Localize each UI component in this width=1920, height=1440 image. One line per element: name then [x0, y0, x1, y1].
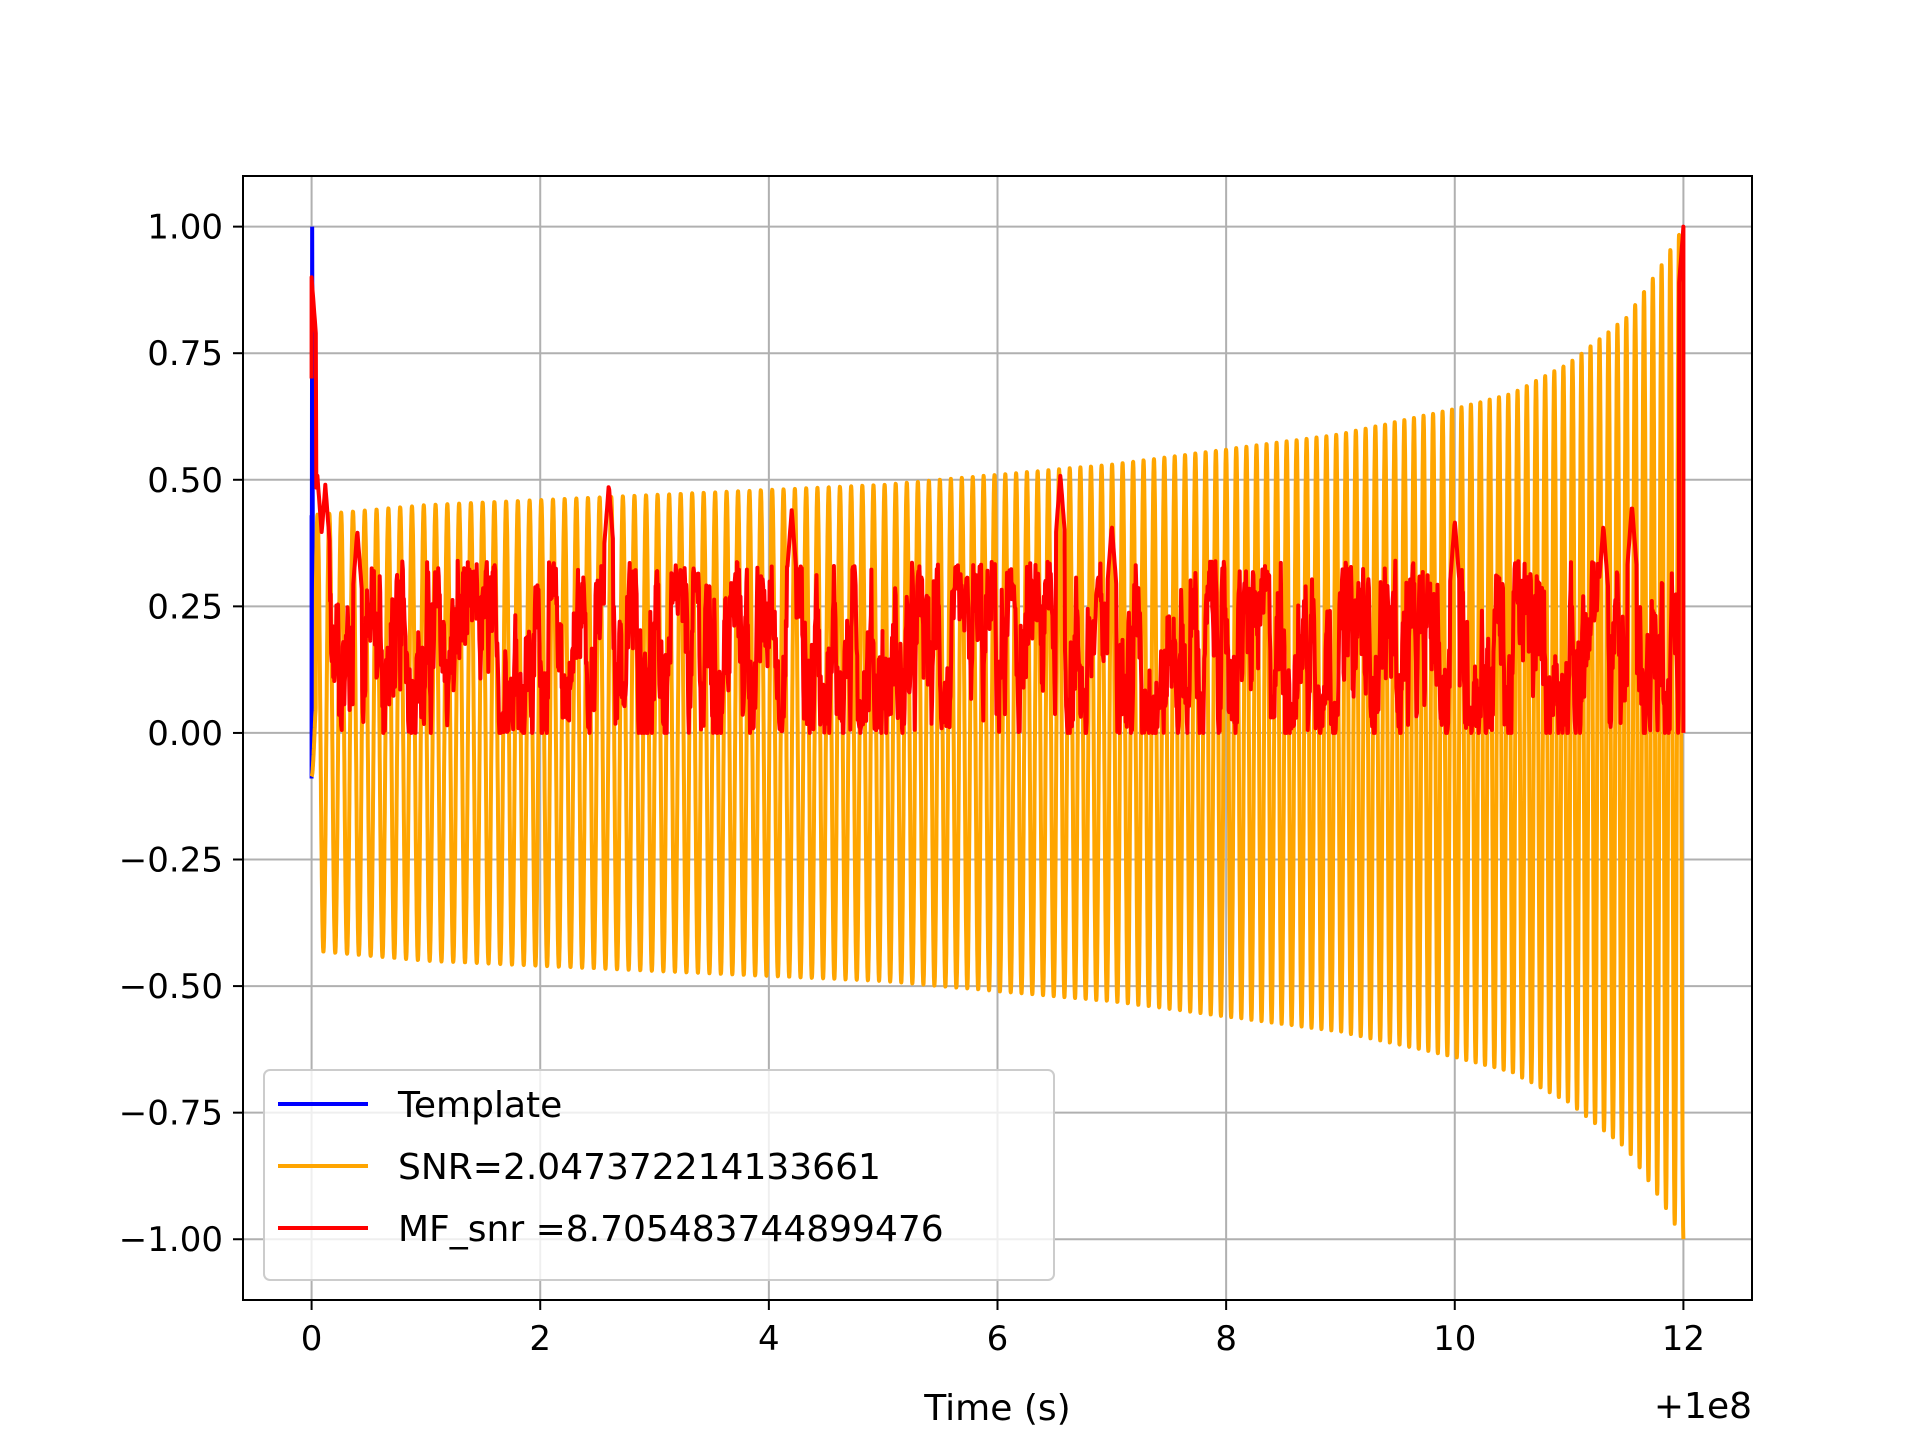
series-layer — [309, 224, 1686, 1240]
y-tick-label: 0.75 — [147, 334, 223, 374]
y-tick-label: 0.25 — [147, 587, 223, 627]
x-axis-label: Time (s) — [923, 1388, 1070, 1429]
y-tick-label: −0.25 — [119, 841, 223, 881]
y-tick-label: −1.00 — [119, 1220, 223, 1260]
y-tick-label: −0.50 — [119, 967, 223, 1007]
series-line-mf-snr — [309, 224, 1686, 735]
x-tick-label: 2 — [529, 1319, 551, 1359]
series-line-template — [309, 226, 316, 779]
legend-label-template: Template — [397, 1085, 562, 1126]
y-tick-label: 0.00 — [147, 714, 223, 754]
legend-box — [263, 1069, 1055, 1281]
x-tick-label: 4 — [758, 1319, 780, 1359]
x-tick-label: 0 — [301, 1319, 323, 1359]
series-line-snr — [309, 233, 1686, 1240]
x-tick-label: 6 — [987, 1319, 1009, 1359]
x-tick-label: 10 — [1433, 1319, 1476, 1359]
legend-label-snr: SNR=2.047372214133661 — [398, 1147, 881, 1188]
ticks: 0 2 4 6 8 10 12 1.00 0.75 0.50 0.25 0.00 −0.25 −0.50 −… — [119, 208, 1705, 1359]
y-tick-label: 1.00 — [147, 208, 223, 248]
y-tick-label: 0.50 — [147, 461, 223, 501]
x-axis-offset-label: +1e8 — [1654, 1386, 1752, 1427]
x-tick-label: 12 — [1662, 1319, 1705, 1359]
y-tick-label: −0.75 — [119, 1094, 223, 1134]
x-tick-label: 8 — [1215, 1319, 1237, 1359]
legend: Template SNR=2.047372214133661 MF_snr =8… — [263, 1069, 1055, 1281]
legend-label-mf-snr: MF_snr =8.705483744899476 — [398, 1209, 944, 1250]
